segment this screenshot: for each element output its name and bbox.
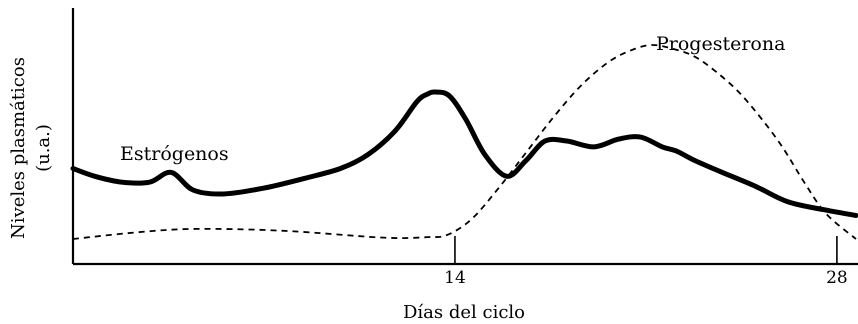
series-label-estrogenos: Estrógenos <box>120 143 229 165</box>
y-axis-title-line-2: (u.a.) <box>33 124 54 172</box>
x-tick-label-28: 28 <box>826 268 848 288</box>
series-label-progesterona: Progesterona <box>656 33 785 55</box>
series-line-estrogenos <box>70 89 858 218</box>
y-axis-title: Niveles plasmáticos (u.a.) <box>8 57 54 239</box>
y-axis-title-line-1: Niveles plasmáticos <box>8 57 29 239</box>
series-line-progesterona <box>72 44 857 240</box>
plot-area: 14 28 <box>70 8 858 288</box>
series-layer <box>70 44 858 240</box>
x-ticks: 14 28 <box>444 236 848 288</box>
x-tick-label-14: 14 <box>444 268 466 288</box>
x-axis-title: Días del ciclo <box>403 302 525 323</box>
